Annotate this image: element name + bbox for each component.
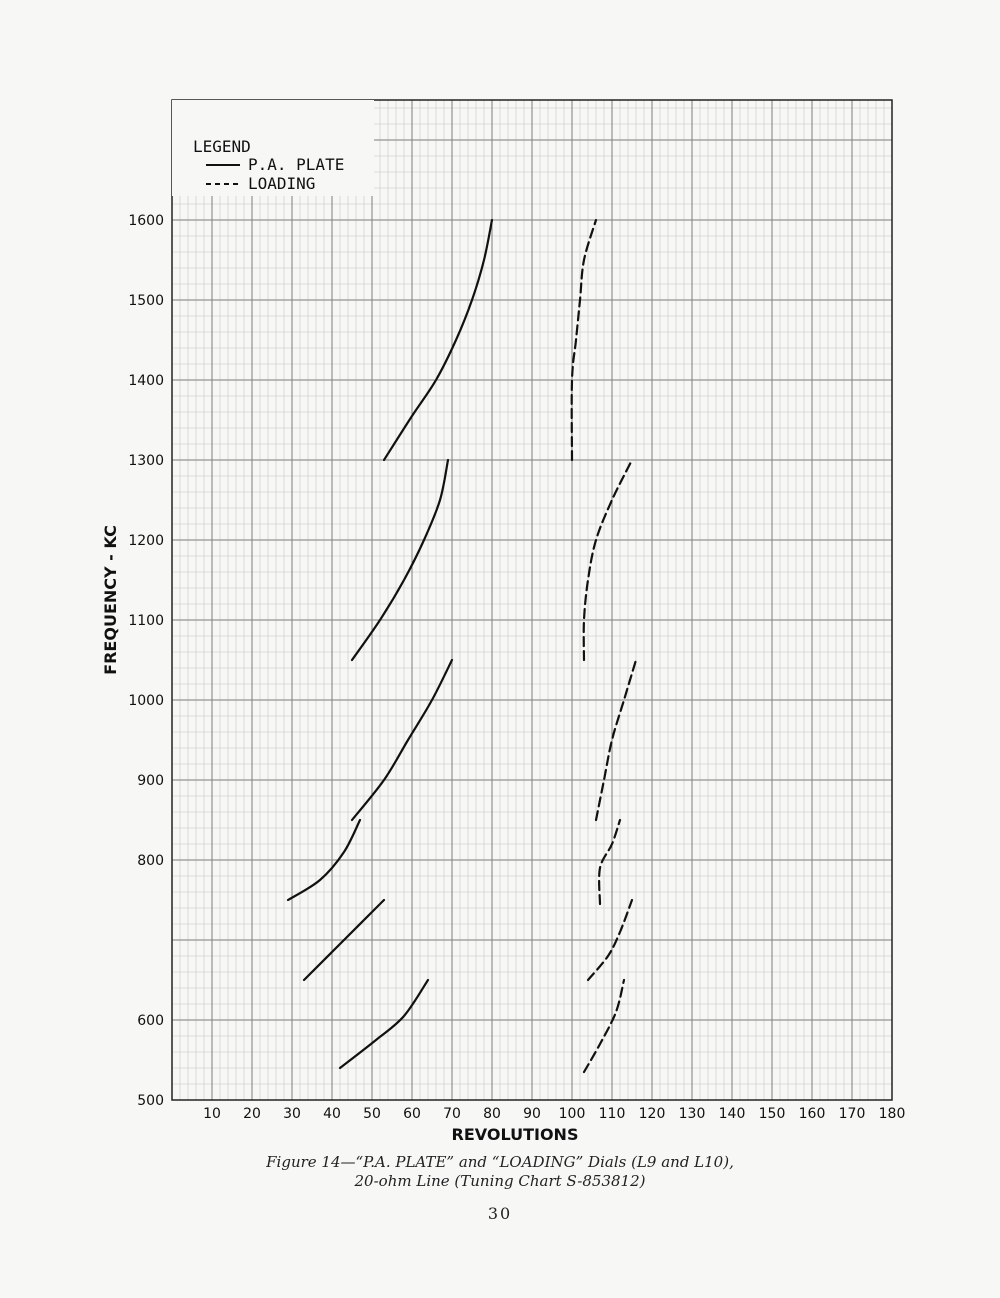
x-tick-label: 30 bbox=[283, 1106, 301, 1122]
x-tick-label: 100 bbox=[559, 1106, 586, 1122]
x-tick-label: 50 bbox=[363, 1106, 381, 1122]
x-tick-label: 160 bbox=[799, 1106, 826, 1122]
curve-pa-plate-3 bbox=[350, 658, 454, 822]
grid-major bbox=[171, 100, 893, 1101]
x-tick-label: 90 bbox=[523, 1106, 541, 1122]
x-axis-label: REVOLUTIONS bbox=[452, 1125, 579, 1140]
x-tick-label: 150 bbox=[759, 1106, 786, 1122]
curve-loading-5 bbox=[586, 898, 634, 982]
y-tick-label: 900 bbox=[137, 773, 164, 789]
curve-loading-1 bbox=[570, 218, 598, 462]
legend-box: LEGEND P.A. PLATE LOADING bbox=[172, 100, 374, 196]
y-tick-label: 1400 bbox=[128, 373, 164, 389]
y-tick-label: 1600 bbox=[128, 213, 164, 229]
curve-loading-3 bbox=[594, 658, 638, 822]
x-tick-label: 80 bbox=[483, 1106, 501, 1122]
x-tick-label: 180 bbox=[879, 1106, 906, 1122]
x-tick-label: 120 bbox=[639, 1106, 666, 1122]
figure-caption-line1: Figure 14—“P.A. PLATE” and “LOADING” Dia… bbox=[266, 1153, 734, 1171]
x-tick-label: 40 bbox=[323, 1106, 341, 1122]
y-tick-label: 1500 bbox=[128, 293, 164, 309]
y-tick-label: 500 bbox=[137, 1093, 164, 1109]
y-tick-label: 1200 bbox=[128, 533, 164, 549]
x-tick-label: 140 bbox=[719, 1106, 746, 1122]
x-tick-labels: 10 20 30 40 50 60 70 80 90 100 110 120 130 140 150 160 1… bbox=[203, 1106, 905, 1122]
page-number: 30 bbox=[487, 1204, 513, 1223]
curve-pa-plate-6 bbox=[338, 978, 430, 1070]
x-tick-label: 130 bbox=[679, 1106, 706, 1122]
curve-loading-2 bbox=[582, 458, 634, 662]
y-axis-label: FREQUENCY - KC bbox=[101, 525, 120, 675]
legend-entry-loading: LOADING bbox=[248, 174, 315, 193]
curve-pa-plate-2 bbox=[350, 458, 450, 662]
y-tick-label: 600 bbox=[137, 1013, 164, 1029]
series-loading bbox=[570, 218, 638, 1074]
x-tick-label: 110 bbox=[599, 1106, 626, 1122]
x-tick-label: 10 bbox=[203, 1106, 221, 1122]
x-tick-label: 170 bbox=[839, 1106, 866, 1122]
series-p-a-plate bbox=[286, 218, 494, 1070]
x-tick-label: 20 bbox=[243, 1106, 261, 1122]
curve-pa-plate-1 bbox=[382, 218, 494, 462]
y-tick-label: 1100 bbox=[128, 613, 164, 629]
figure-caption-line2: 20-ohm Line (Tuning Chart S-853812) bbox=[354, 1172, 646, 1190]
y-tick-label: 1000 bbox=[128, 693, 164, 709]
curve-pa-plate-5 bbox=[302, 898, 386, 982]
legend-entry-pa-plate: P.A. PLATE bbox=[248, 155, 344, 174]
y-tick-labels: 500 600 800 900 1000 1100 1200 1300 1400 1500 1600 bbox=[128, 213, 164, 1109]
tuning-chart: LEGEND P.A. PLATE LOADING 10 20 30 40 50 60 70… bbox=[101, 99, 905, 1140]
y-tick-label: 800 bbox=[137, 853, 164, 869]
x-tick-label: 70 bbox=[443, 1106, 461, 1122]
curve-loading-6 bbox=[582, 978, 626, 1074]
curve-loading-4 bbox=[598, 818, 622, 906]
legend-title: LEGEND bbox=[193, 137, 251, 156]
y-tick-label: 1300 bbox=[128, 453, 164, 469]
curve-pa-plate-4 bbox=[286, 818, 362, 902]
series-layer bbox=[286, 218, 638, 1074]
plot-frame bbox=[171, 99, 893, 1101]
x-tick-label: 60 bbox=[403, 1106, 421, 1122]
